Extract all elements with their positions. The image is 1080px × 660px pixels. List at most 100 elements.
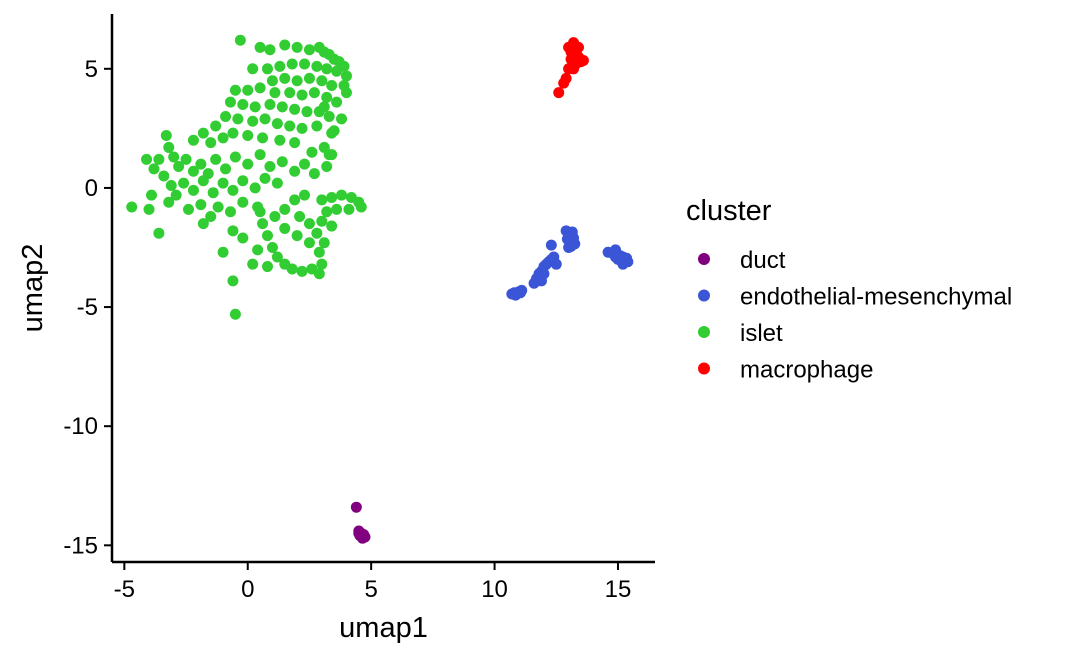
data-point <box>180 153 192 165</box>
data-point <box>195 158 207 170</box>
data-point <box>279 72 291 84</box>
data-point <box>336 113 348 125</box>
data-point <box>229 151 241 163</box>
data-point <box>313 246 325 258</box>
data-point <box>210 153 222 165</box>
data-point <box>247 115 259 127</box>
legend-label: macrophage <box>740 357 873 384</box>
y-axis-title: umap2 <box>17 244 49 333</box>
data-point <box>289 165 301 177</box>
data-point <box>286 263 298 275</box>
data-point <box>316 75 328 87</box>
data-point <box>271 251 283 263</box>
data-point <box>220 163 232 175</box>
data-point <box>274 60 286 72</box>
data-point <box>224 206 236 218</box>
data-point <box>279 203 291 215</box>
data-point <box>321 160 333 172</box>
x-axis-ticks: -5 0 5 10 15 <box>114 562 632 603</box>
data-point <box>303 44 315 56</box>
data-point <box>261 230 273 242</box>
data-point <box>257 132 269 144</box>
data-point <box>269 87 281 99</box>
data-point <box>259 172 271 184</box>
data-point <box>237 232 249 244</box>
data-point <box>229 308 241 320</box>
data-point <box>271 118 283 130</box>
data-point <box>550 258 562 270</box>
data-point <box>249 101 261 113</box>
data-point <box>153 153 165 165</box>
data-point <box>145 189 157 201</box>
data-point <box>326 191 338 203</box>
data-point <box>197 175 209 187</box>
data-point <box>261 261 273 273</box>
legend-key <box>698 362 710 375</box>
y-tick-label: -15 <box>63 532 98 559</box>
data-point <box>170 189 182 201</box>
data-point <box>187 165 199 177</box>
data-point <box>237 196 249 208</box>
data-point <box>173 160 185 172</box>
data-point <box>568 63 580 75</box>
data-point <box>560 72 572 84</box>
data-point <box>148 163 160 175</box>
data-point <box>336 189 348 201</box>
data-point <box>321 206 333 218</box>
data-point <box>311 227 323 239</box>
data-point <box>197 218 209 230</box>
data-point <box>168 151 180 163</box>
data-point <box>242 84 254 96</box>
data-point <box>306 146 318 158</box>
data-point <box>210 120 222 132</box>
legend-key <box>698 289 710 302</box>
data-point <box>316 258 328 270</box>
x-tick-label: 15 <box>605 576 632 603</box>
data-point <box>316 215 328 227</box>
data-point <box>331 65 343 77</box>
legend-key <box>698 326 710 338</box>
data-point <box>126 201 138 213</box>
x-tick-label: 10 <box>481 576 508 603</box>
data-point <box>321 91 333 103</box>
data-point <box>165 180 177 192</box>
data-point <box>316 194 328 206</box>
data-point <box>279 39 291 51</box>
data-point <box>291 41 303 53</box>
data-point <box>308 87 320 99</box>
data-point <box>271 177 283 189</box>
data-point <box>313 268 325 280</box>
data-point <box>291 75 303 87</box>
data-point <box>224 96 236 108</box>
data-point <box>163 196 175 208</box>
data-point <box>299 158 311 170</box>
data-point <box>303 218 315 230</box>
x-tick-label: 5 <box>364 576 377 603</box>
data-point <box>291 230 303 242</box>
data-point <box>254 41 266 53</box>
data-point <box>187 184 199 196</box>
data-point <box>514 287 526 299</box>
data-point <box>242 158 254 170</box>
data-point <box>331 96 343 108</box>
data-point <box>323 149 335 161</box>
x-tick-label: -5 <box>114 576 135 603</box>
data-point <box>284 87 296 99</box>
data-point <box>621 252 633 264</box>
data-point <box>563 41 575 53</box>
data-point <box>610 251 622 263</box>
data-point <box>545 239 557 251</box>
data-point <box>296 265 308 277</box>
data-point <box>294 211 306 223</box>
data-point <box>331 203 343 215</box>
data-point <box>279 222 291 234</box>
legend: cluster duct endothelial-mesenchymal islet… <box>686 195 1012 384</box>
data-point <box>264 99 276 111</box>
data-point <box>212 201 224 213</box>
data-point <box>276 101 288 113</box>
data-point <box>237 99 249 111</box>
data-point <box>257 218 269 230</box>
data-point <box>326 220 338 232</box>
data-point <box>234 34 246 46</box>
data-point <box>299 58 311 70</box>
